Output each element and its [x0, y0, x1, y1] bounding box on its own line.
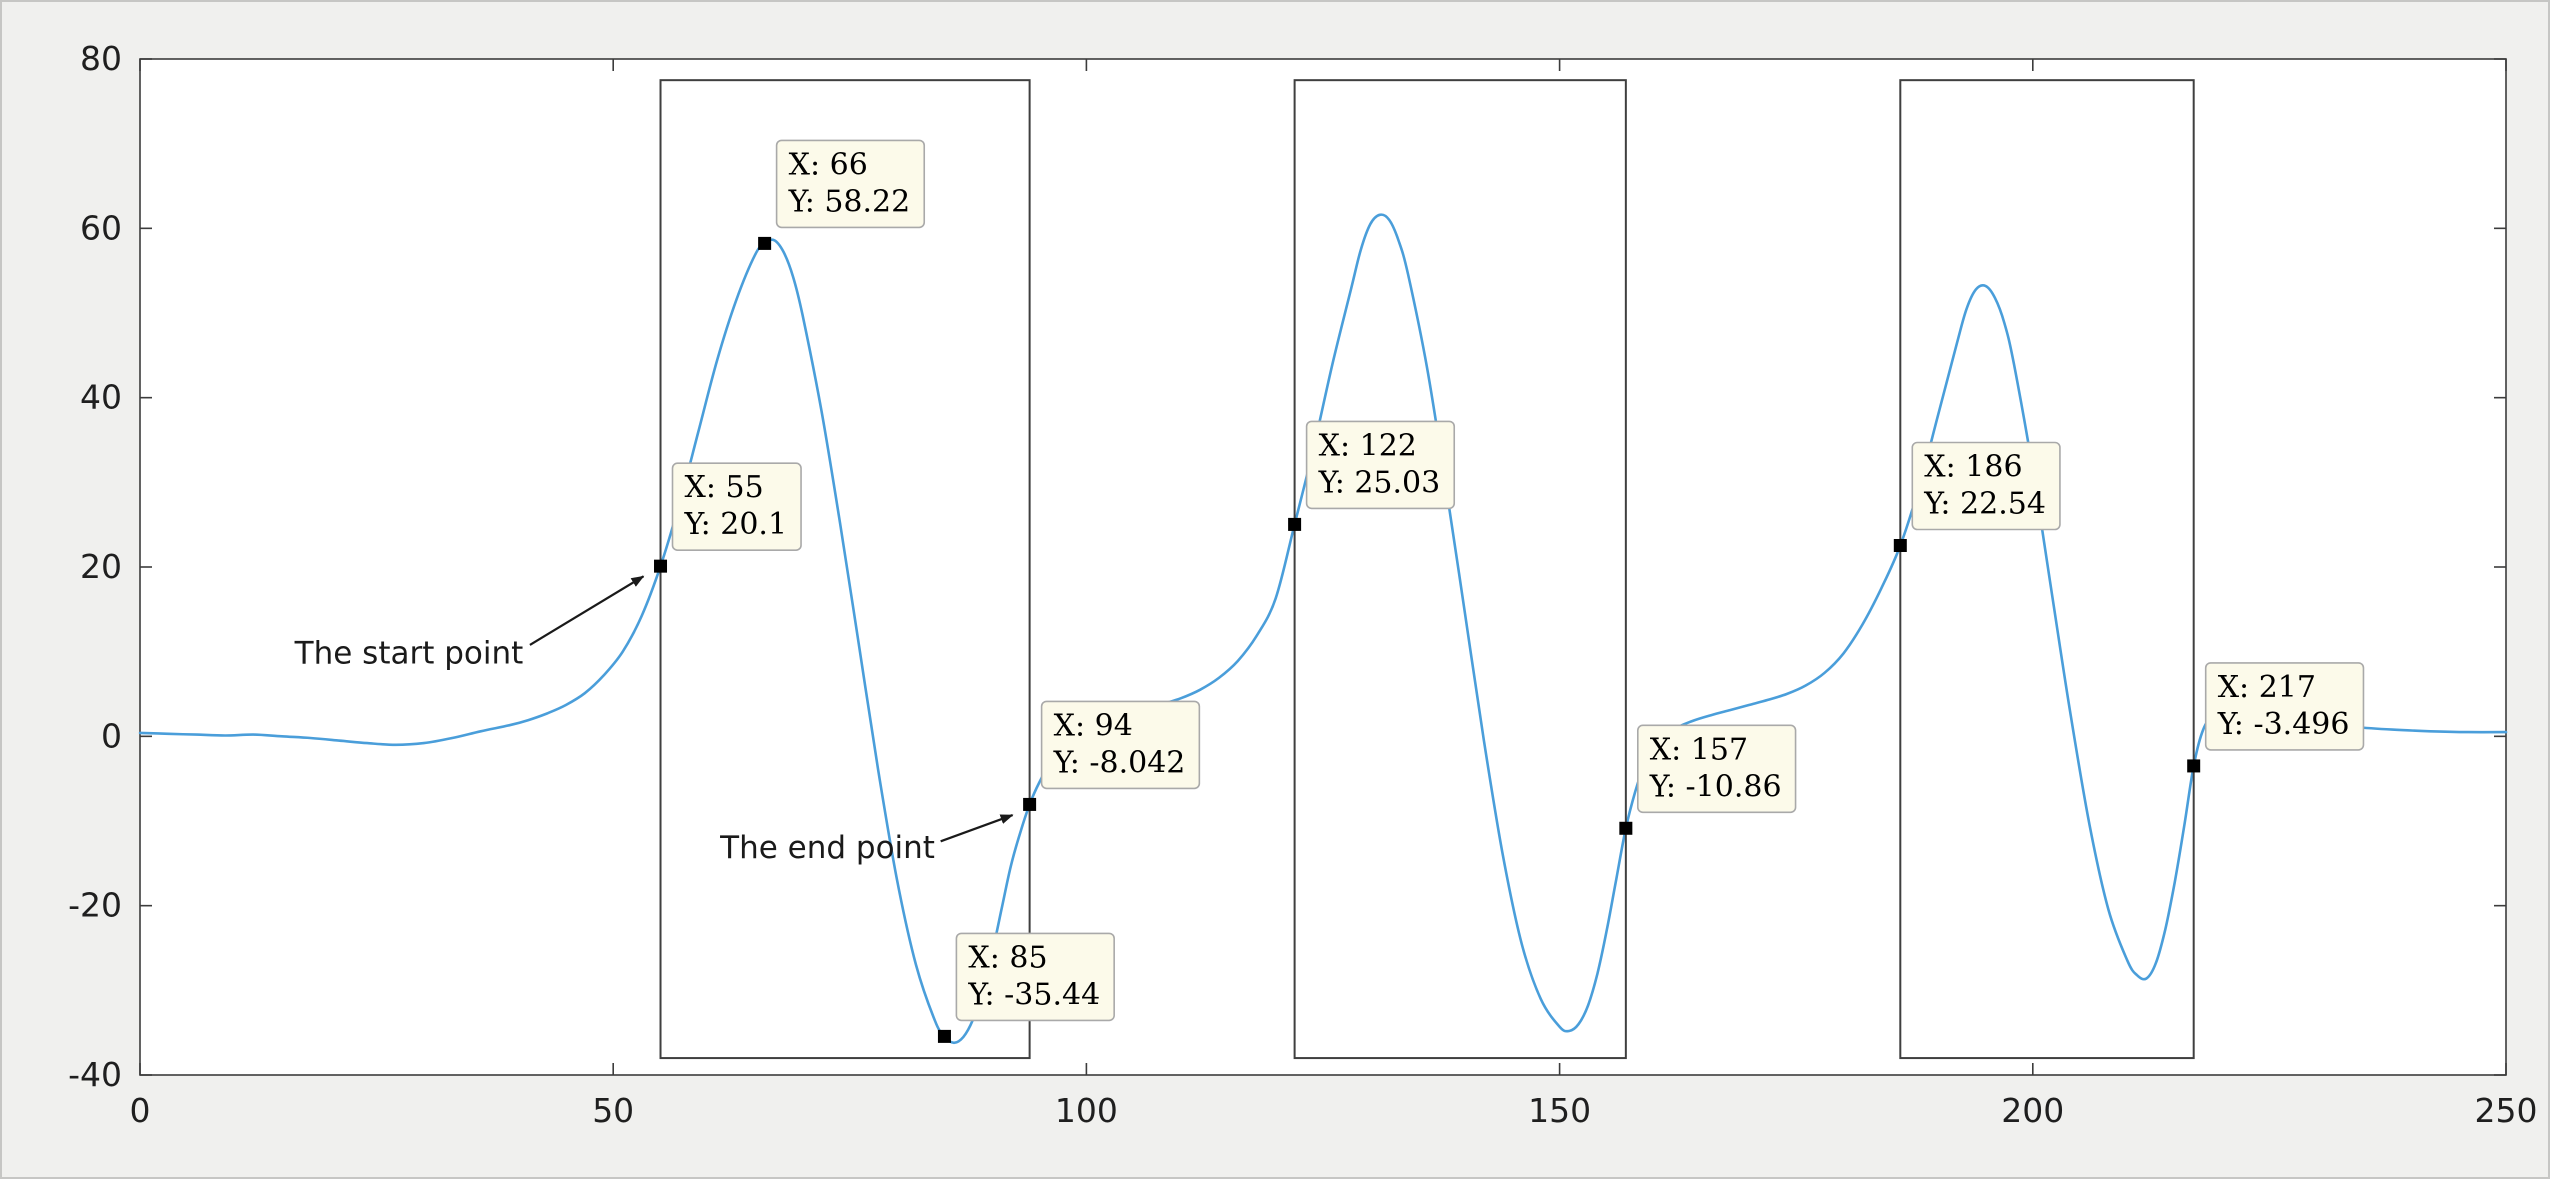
x-tick-label: 100: [1055, 1091, 1118, 1130]
datatip[interactable]: X: 55Y: 20.1: [671, 462, 802, 552]
datatip-text: Y: -8.042: [1053, 745, 1186, 780]
datatip-text: X: 66: [789, 147, 868, 182]
datatip-marker[interactable]: [1023, 797, 1037, 811]
datatip[interactable]: X: 85Y: -35.44: [955, 932, 1115, 1022]
segment-box: [1293, 79, 1627, 1060]
annotation-arrow: [529, 575, 645, 646]
datatip-text: Y: -35.44: [967, 977, 1100, 1012]
datatip-box: [775, 139, 926, 229]
axes-box: [139, 58, 2507, 1076]
datatip-text: X: 186: [1924, 450, 2022, 485]
datatip-box: [671, 462, 802, 552]
datatip-text: X: 85: [968, 940, 1047, 975]
x-tick-label: 50: [592, 1091, 634, 1130]
datatip-text: Y: 20.1: [684, 507, 788, 542]
annotation-text: The end point: [719, 830, 935, 866]
datatip-marker[interactable]: [1288, 517, 1302, 531]
datatip-box: [1305, 420, 1456, 510]
datatip-text: X: 157: [1650, 732, 1748, 767]
annotation-text: The start point: [294, 635, 524, 671]
datatip-marker[interactable]: [758, 236, 772, 250]
y-tick-label: 40: [80, 378, 122, 417]
datatip-box: [1637, 724, 1797, 814]
datatip-text: X: 122: [1319, 428, 1417, 463]
datatip-text: X: 55: [685, 470, 764, 505]
y-tick-label: 60: [80, 208, 122, 247]
datatip-marker[interactable]: [654, 559, 668, 573]
y-tick-label: -40: [68, 1055, 122, 1094]
datatip-text: X: 94: [1054, 708, 1133, 743]
datatip-box: [1040, 700, 1201, 790]
datatip-text: Y: 58.22: [788, 184, 911, 219]
datatip-box: [1911, 441, 2061, 531]
datatip-marker[interactable]: [1893, 538, 1907, 552]
signal-line: [138, 213, 2508, 1045]
datatip-text: Y: -3.496: [2217, 707, 2350, 742]
datatip-marker[interactable]: [937, 1029, 951, 1043]
datatip-text: Y: 22.54: [1923, 487, 2046, 522]
datatip-box: [955, 932, 1115, 1022]
x-tick-label: 150: [1528, 1091, 1591, 1130]
plot-area: [140, 59, 2506, 1075]
annotation-arrow: [940, 814, 1014, 843]
y-tick-label: 0: [101, 716, 122, 755]
datatip[interactable]: X: 94Y: -8.042: [1040, 700, 1201, 790]
datatip-text: Y: 25.03: [1318, 465, 1441, 500]
x-tick-label: 250: [2475, 1091, 2538, 1130]
x-tick-label: 200: [2001, 1091, 2064, 1130]
segment-box: [1899, 79, 2195, 1060]
datatip-box: [2204, 662, 2365, 751]
datatip-text: X: 217: [2218, 670, 2316, 705]
datatip[interactable]: X: 66Y: 58.22: [775, 139, 926, 229]
datatip-marker[interactable]: [1619, 821, 1633, 835]
y-tick-label: 80: [80, 39, 122, 78]
x-tick-label: 0: [130, 1091, 151, 1130]
y-tick-label: -20: [68, 886, 122, 925]
y-tick-label: 20: [80, 547, 122, 586]
datatip-text: Y: -10.86: [1649, 769, 1782, 804]
datatip-marker[interactable]: [2187, 759, 2201, 773]
